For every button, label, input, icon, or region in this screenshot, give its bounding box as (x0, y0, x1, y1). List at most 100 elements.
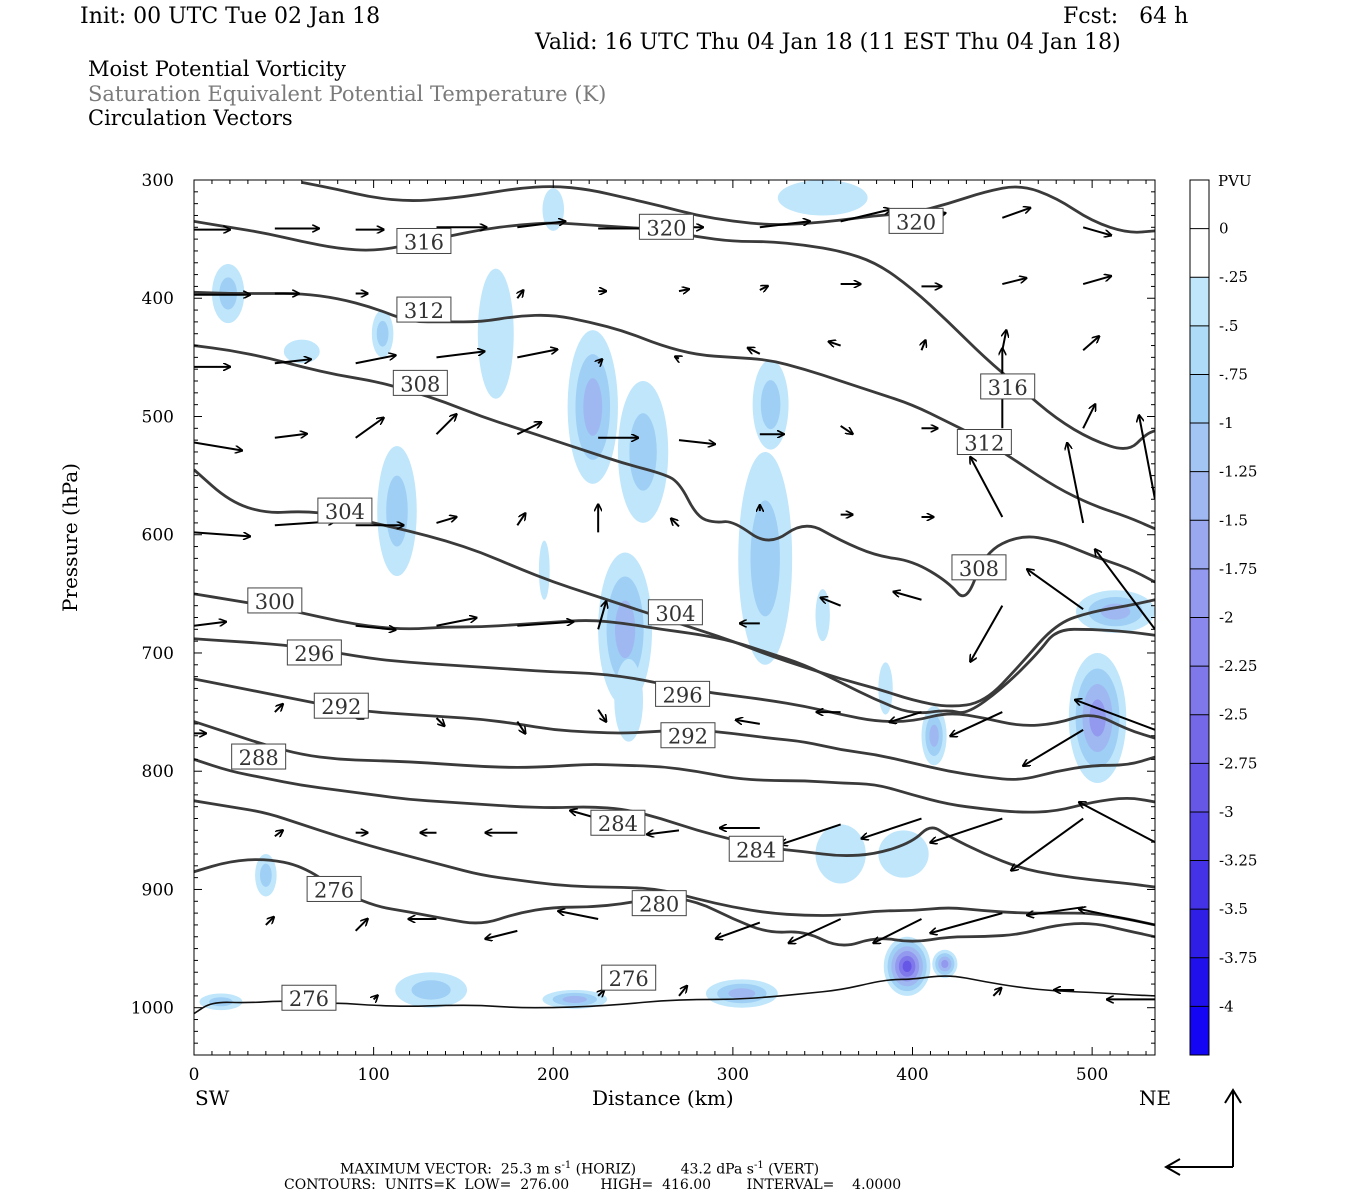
colorbar-unit: PVU (1218, 172, 1252, 190)
colorbar-swatch-2 (1190, 277, 1209, 327)
circulation-vector-43 (840, 425, 853, 434)
mpv-patch-8-level-1 (750, 500, 780, 617)
contour-label-box (638, 213, 694, 240)
circulation-vector-46 (1082, 404, 1095, 429)
max-vector-horiz-exp: -1 (561, 1160, 572, 1171)
y-tick-label-300: 300 (142, 171, 174, 191)
max-vector-key (1163, 1088, 1242, 1176)
circulation-vector-4 (517, 221, 565, 229)
contour-label-box (317, 497, 373, 524)
contour-label-box (888, 207, 944, 234)
contour-label-text: 300 (255, 590, 295, 614)
circulation-vector-32 (921, 340, 925, 351)
contour-label-text: 292 (668, 725, 708, 749)
circulation-vector-94 (1011, 817, 1084, 871)
circulation-vector-57 (970, 457, 1004, 518)
colorbar-swatch-4 (1190, 374, 1209, 424)
contour-label-text: 288 (239, 746, 279, 770)
mpv-patch-24-level-2 (562, 995, 587, 1003)
circulation-vector-39 (516, 422, 541, 436)
colorbar-swatch-15 (1190, 909, 1209, 959)
colorbar-swatch-10 (1190, 666, 1209, 716)
contour-label-304-13: 304 (647, 599, 703, 626)
colorbar-label-12: -3 (1219, 803, 1234, 821)
colorbar-swatch-17 (1190, 1006, 1209, 1056)
mpv-patch-6-level-1 (629, 413, 657, 491)
contour-label-text: 276 (314, 878, 354, 902)
circulation-vector-75 (516, 720, 525, 734)
contour-label-text: 276 (609, 967, 649, 991)
circulation-vector-108 (374, 995, 378, 999)
circulation-vector-11 (1082, 226, 1111, 235)
circulation-vector-41 (678, 439, 715, 444)
colorbar-swatch-0 (1190, 180, 1209, 230)
colorbar-label-15: -3.75 (1219, 949, 1257, 967)
mpv-patch-14-level-3 (1089, 699, 1106, 737)
circulation-vector-84 (274, 830, 283, 836)
contour-label-box (247, 587, 303, 614)
colorbar-label-16: -4 (1219, 997, 1234, 1015)
circulation-vector-50 (436, 517, 456, 524)
circulation-vector-10 (1001, 208, 1030, 219)
colorbar-label-14: -3.5 (1219, 900, 1248, 918)
circulation-vector-60 (1095, 549, 1155, 630)
circulation-vector-17 (678, 289, 689, 291)
colorbar-swatch-6 (1190, 471, 1209, 521)
circulation-vector-76 (597, 709, 606, 722)
contour-label-box (306, 875, 362, 902)
circulation-vector-70 (1027, 569, 1084, 611)
colorbar-label-1: -.25 (1219, 268, 1248, 286)
colorbar-swatch-11 (1190, 714, 1209, 764)
x-tick-label-500: 500 (1076, 1065, 1108, 1085)
forecast-hour-text: Fcst: 64 h (1063, 4, 1189, 29)
init-text: Init: 00 UTC Tue 02 Jan 18 (80, 4, 381, 29)
colorbar-label-0: 0 (1219, 220, 1229, 238)
ne-label: NE (1139, 1086, 1172, 1110)
circulation-vector-96 (265, 917, 274, 926)
y-tick-label-800: 800 (142, 762, 174, 782)
circulation-vector-74 (435, 717, 444, 726)
contour-label-box (392, 369, 448, 396)
contour-label-text: 304 (655, 602, 695, 626)
mpv-patch-27-level-0 (538, 540, 550, 600)
circulation-vector-15 (517, 290, 523, 299)
contour-label-box (231, 743, 287, 770)
contour-label-box (601, 964, 657, 991)
circulation-vector-61 (194, 622, 226, 627)
mpv-patch-1-level-1 (376, 320, 389, 347)
circulation-vector-18 (759, 286, 768, 290)
y-tick-label-600: 600 (142, 526, 174, 546)
mpv-patch-10-level-0 (614, 658, 644, 742)
circulation-vector-99 (485, 929, 518, 939)
contour-label-box (396, 296, 452, 323)
circulation-vector-93 (930, 817, 1003, 843)
colorbar-swatch-7 (1190, 520, 1209, 570)
mpv-patch-19-level-0 (815, 824, 866, 884)
contour-label-box (980, 373, 1036, 400)
contour-label-box (590, 809, 646, 836)
contour-label-text: 308 (400, 372, 440, 396)
contour-label-text: 312 (964, 432, 1004, 456)
contour-label-box (647, 599, 703, 626)
colorbar-swatch-9 (1190, 617, 1209, 667)
circulation-vector-64 (517, 622, 573, 627)
contour-label-text: 304 (325, 500, 365, 524)
circulation-vector-36 (274, 434, 307, 439)
contour-label-280-18: 280 (631, 890, 687, 917)
contour-label-276-19: 276 (306, 875, 362, 902)
contour-label-284-17: 284 (728, 835, 784, 862)
colorbar-swatch-14 (1190, 860, 1209, 910)
max-vector-label: MAXIMUM VECTOR: (340, 1161, 492, 1178)
circulation-vector-67 (821, 598, 842, 607)
isentrope-320-12 (301, 180, 1155, 234)
colorbar-label-13: -3.25 (1219, 852, 1257, 870)
contour-label-300-6: 300 (247, 587, 303, 614)
circulation-vector-91 (781, 823, 841, 844)
y-tick-label-500: 500 (142, 407, 174, 427)
contour-label-288-9: 288 (231, 743, 287, 770)
contour-label-276-21: 276 (281, 984, 337, 1011)
isentrope-316-11 (194, 220, 1155, 450)
colorbar-swatch-3 (1190, 325, 1209, 375)
circulation-vector-62 (355, 624, 396, 630)
